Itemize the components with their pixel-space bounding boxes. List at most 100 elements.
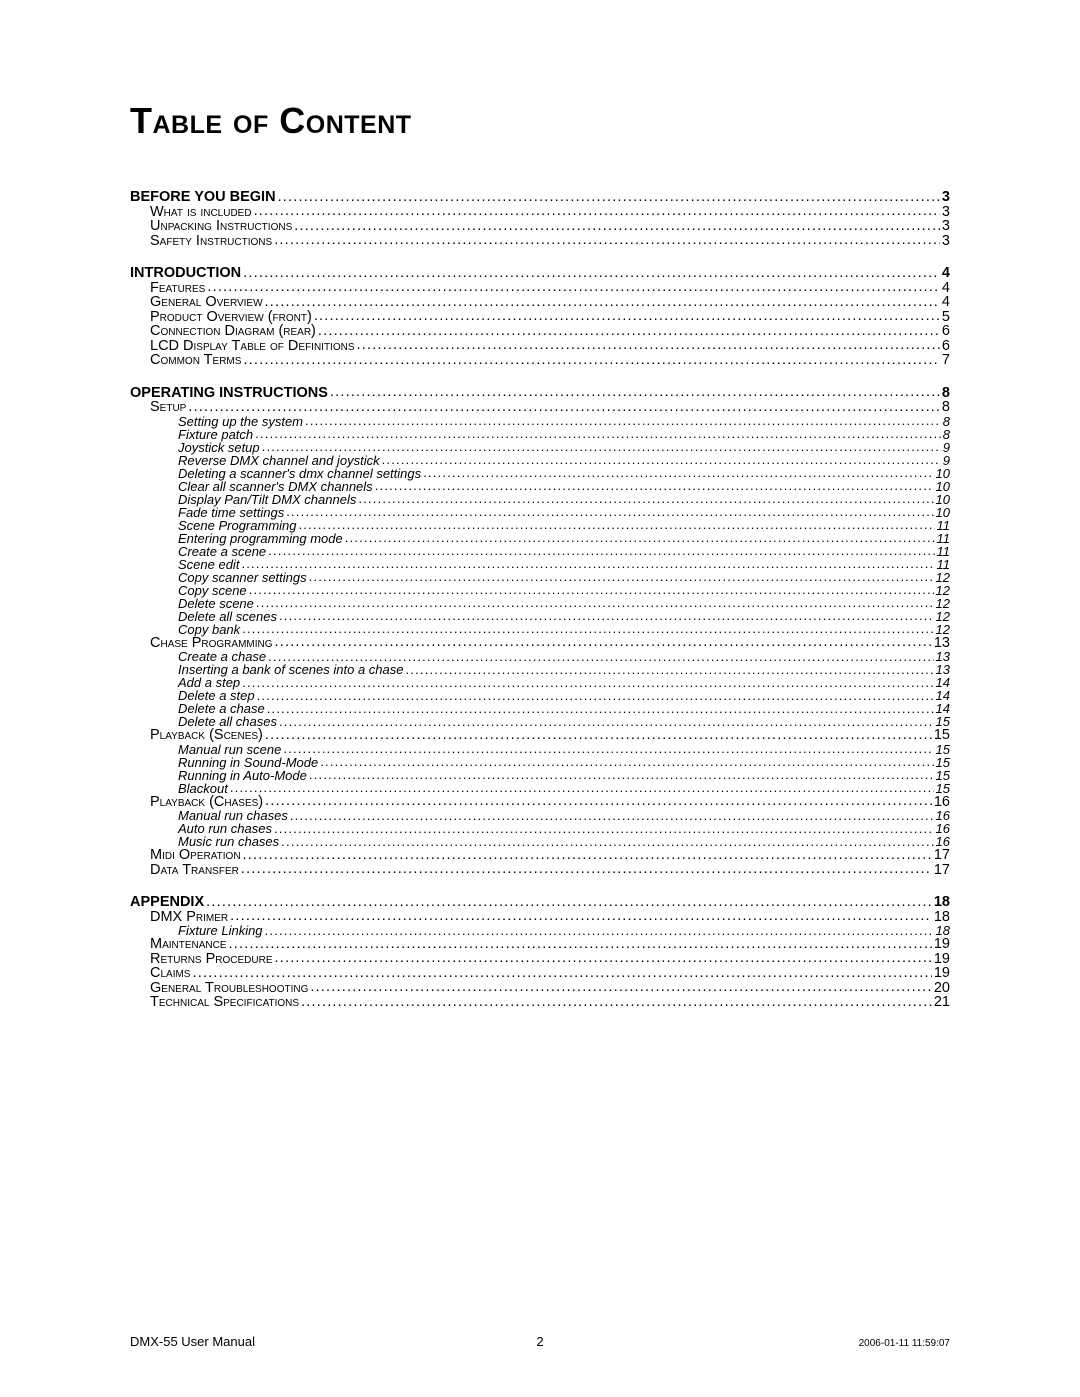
toc-entry-page: 10 <box>936 493 950 506</box>
toc-heading-page: 8 <box>942 386 950 401</box>
toc-entry-row: Safety Instructions3 <box>130 234 950 249</box>
toc-entry-page: 17 <box>934 848 950 863</box>
toc-entry-page: 8 <box>943 428 950 441</box>
toc-leader <box>230 909 932 924</box>
toc-leader <box>265 295 940 310</box>
toc-leader <box>274 822 934 835</box>
toc-entry-page: 19 <box>934 937 950 952</box>
toc-leader <box>265 728 932 743</box>
toc-entry-row: Manual run scene 15 <box>130 743 950 756</box>
toc-leader <box>301 995 932 1010</box>
toc-entry-page: 9 <box>943 454 950 467</box>
toc-entry-row: Setup8 <box>130 400 950 415</box>
toc-entry-row: Display Pan/Tilt DMX channels10 <box>130 493 950 506</box>
toc-entry-label: Maintenance <box>150 937 227 952</box>
toc-entry-label: Running in Auto-Mode <box>178 769 307 782</box>
toc-entry-label: Product Overview (front) <box>150 310 312 325</box>
toc-entry-label: Features <box>150 281 205 296</box>
toc-entry-page: 21 <box>934 995 950 1010</box>
document-page: Table of Content BEFORE YOU BEGIN3What i… <box>0 0 1080 1397</box>
toc-leader <box>281 835 933 848</box>
toc-heading-label: APPENDIX <box>130 895 204 910</box>
toc-entry-label: Safety Instructions <box>150 234 272 249</box>
toc-entry-label: LCD Display Table of Definitions <box>150 339 355 354</box>
toc-entry-page: 16 <box>934 795 950 810</box>
toc-entry-page: 15 <box>934 728 950 743</box>
toc-entry-label: Copy bank <box>178 623 240 636</box>
toc-entry-page: 12 <box>936 584 950 597</box>
toc-heading-row: OPERATING INSTRUCTIONS8 <box>130 386 950 401</box>
toc-entry-label: Technical Specifications <box>150 995 299 1010</box>
toc-leader <box>242 622 933 635</box>
toc-leader <box>310 980 931 995</box>
toc-entry-label: Setting up the system <box>178 415 303 428</box>
toc-leader <box>309 570 934 583</box>
toc-entry-label: What is included <box>150 205 252 220</box>
toc-entry-label: Deleting a scanner's dmx channel setting… <box>178 467 421 480</box>
toc-entry-page: 9 <box>943 441 950 454</box>
toc-entry-page: 17 <box>934 863 950 878</box>
toc-heading-label: INTRODUCTION <box>130 266 241 281</box>
toc-entry-row: Fixture patch8 <box>130 428 950 441</box>
toc-entry-label: General Overview <box>150 295 263 310</box>
toc-entry-row: Deleting a scanner's dmx channel setting… <box>130 467 950 480</box>
toc-leader <box>255 427 941 440</box>
toc-heading-row: INTRODUCTION4 <box>130 266 950 281</box>
toc-leader <box>283 742 933 755</box>
toc-leader <box>275 635 932 650</box>
toc-entry-row: Reverse DMX channel and joystick 9 <box>130 454 950 467</box>
toc-entry-page: 12 <box>936 571 950 584</box>
toc-leader <box>206 895 932 910</box>
toc-leader <box>278 190 940 205</box>
toc-entry-page: 11 <box>937 532 951 545</box>
toc-entry-row: Claims19 <box>130 966 950 981</box>
toc-entry-label: Connection Diagram (rear) <box>150 324 316 339</box>
toc-entry-page: 6 <box>942 324 950 339</box>
toc-leader <box>192 966 931 981</box>
toc-entry-row: Fade time settings10 <box>130 506 950 519</box>
toc-entry-row: Create a scene11 <box>130 545 950 558</box>
toc-entry-row: Music run chases16 <box>130 835 950 848</box>
toc-entry-page: 20 <box>934 981 950 996</box>
toc-entry-page: 7 <box>942 353 950 368</box>
toc-entry-row: Midi Operation17 <box>130 848 950 863</box>
toc-entry-row: Delete all scenes12 <box>130 610 950 623</box>
toc-entry-row: Running in Auto-Mode 15 <box>130 769 950 782</box>
toc-leader <box>318 324 940 339</box>
toc-entry-page: 6 <box>942 339 950 354</box>
toc-entry-row: Copy bank12 <box>130 623 950 636</box>
toc-entry-page: 15 <box>936 782 950 795</box>
toc-entry-page: 15 <box>936 743 950 756</box>
footer-timestamp: 2006-01-11 11:59:07 <box>859 1338 950 1349</box>
toc-entry-label: Unpacking Instructions <box>150 219 292 234</box>
toc-leader <box>309 768 934 781</box>
table-of-contents: BEFORE YOU BEGIN3What is included3Unpack… <box>130 190 950 1010</box>
toc-leader <box>320 755 933 768</box>
toc-entry-page: 10 <box>936 467 950 480</box>
toc-leader <box>265 924 934 937</box>
toc-entry-row: Connection Diagram (rear) 6 <box>130 324 950 339</box>
toc-entry-label: Manual run scene <box>178 743 281 756</box>
toc-leader <box>268 650 933 663</box>
toc-entry-page: 19 <box>934 952 950 967</box>
toc-entry-row: Add a step14 <box>130 676 950 689</box>
toc-entry-row: Delete scene12 <box>130 597 950 610</box>
toc-entry-label: Fade time settings <box>178 506 284 519</box>
toc-leader <box>243 266 940 281</box>
toc-leader <box>241 862 932 877</box>
toc-entry-label: Entering programming mode <box>178 532 343 545</box>
toc-entry-row: Maintenance 19 <box>130 937 950 952</box>
toc-entry-label: Setup <box>150 400 186 415</box>
toc-leader <box>279 609 934 622</box>
toc-entry-row: Data Transfer17 <box>130 863 950 878</box>
toc-leader <box>330 385 940 400</box>
toc-section: OPERATING INSTRUCTIONS8Setup8Setting up … <box>130 386 950 878</box>
toc-leader <box>207 280 940 295</box>
toc-entry-label: Reverse DMX channel and joystick <box>178 454 380 467</box>
toc-entry-label: Joystick setup <box>178 441 260 454</box>
toc-entry-page: 15 <box>936 769 950 782</box>
toc-entry-page: 4 <box>942 281 950 296</box>
toc-entry-row: Inserting a bank of scenes into a chase1… <box>130 663 950 676</box>
footer-page-number: 2 <box>536 1334 543 1349</box>
toc-entry-label: Scene edit <box>178 558 239 571</box>
